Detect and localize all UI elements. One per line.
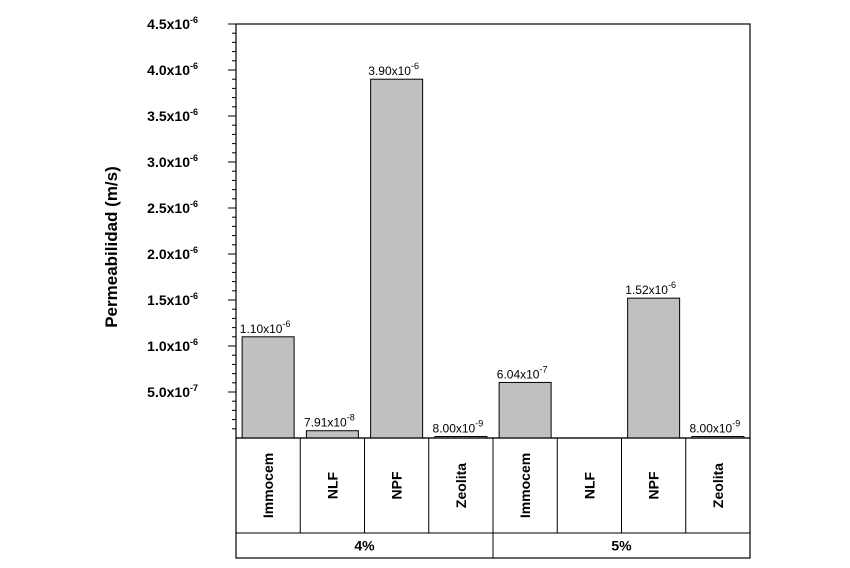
data-label: 6.04x10-7: [497, 364, 548, 381]
data-label: 8.00x10-9: [433, 419, 484, 436]
bar-immocem-4pct: [241, 336, 295, 439]
category-table: Immocem NLF NPF Zeolita 4% Immocem NLF NPF Zeoli…: [235, 437, 751, 559]
category-label-nlf: NLF: [581, 471, 597, 499]
y-tick-label: 3.0x10-6: [147, 153, 198, 170]
category-label-npf: NPF: [389, 471, 405, 499]
category-label-npf: NPF: [646, 471, 662, 499]
data-label: 3.90x10-6: [368, 61, 419, 78]
y-tick-label: 2.5x10-6: [147, 199, 198, 216]
category-label-nlf: NLF: [324, 471, 340, 499]
y-tick-label: 1.5x10-6: [147, 291, 198, 308]
data-label: 7.91x10-8: [304, 413, 355, 430]
y-tick-label: 3.5x10-6: [147, 107, 198, 124]
y-tick-label: 4.0x10-6: [147, 61, 198, 78]
category-label-immocem: Immocem: [260, 453, 276, 518]
group-label: 5%: [611, 538, 632, 554]
bars: 1.10x10-6 7.91x10-8 3.90x10-6 8.00x10-9 6.04…: [240, 61, 745, 439]
category-label-immocem: Immocem: [517, 453, 533, 518]
data-label: 1.52x10-6: [625, 280, 676, 297]
y-axis: 5.0x10-7 1.0x10-6 1.5x10-6 2.0x10-6 2.5x10-6…: [147, 15, 236, 430]
y-tick-label: 5.0x10-7: [147, 383, 198, 400]
group-label: 4%: [354, 538, 375, 554]
y-tick-label: 2.0x10-6: [147, 245, 198, 262]
bar-immocem-5pct: [498, 381, 552, 439]
data-label: 1.10x10-6: [240, 319, 291, 336]
bar-npf-5pct: [627, 297, 681, 439]
y-tick-label: 1.0x10-6: [147, 337, 198, 354]
y-tick-label: 4.5x10-6: [147, 15, 198, 32]
bar-nlf-4pct: [305, 430, 359, 439]
bar-npf-4pct: [370, 78, 424, 439]
y-axis-label: Permeabilidad (m/s): [102, 166, 121, 328]
data-label: 8.00x10-9: [690, 419, 741, 436]
category-label-zeolita: Zeolita: [710, 463, 726, 508]
category-label-zeolita: Zeolita: [453, 463, 469, 508]
